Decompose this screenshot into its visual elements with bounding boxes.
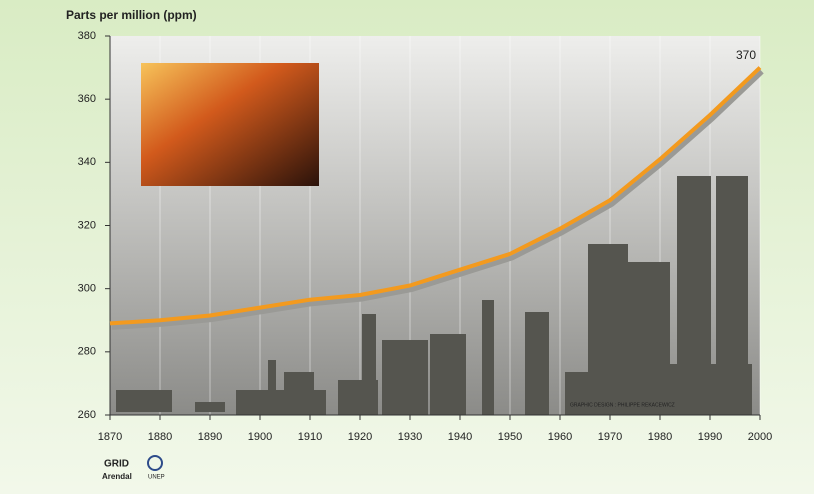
x-tick-label: 1890: [198, 431, 222, 443]
x-tick-label: 1940: [448, 431, 472, 443]
y-tick-label: 340: [78, 156, 96, 168]
data-line: [109, 66, 762, 326]
x-tick-label: 1910: [298, 431, 322, 443]
logo-arendal: Arendal: [102, 472, 132, 481]
y-tick-label: 300: [78, 283, 96, 295]
y-tick-label: 280: [78, 346, 96, 358]
fire-photo: [141, 63, 319, 186]
x-tick-label: 1970: [598, 431, 622, 443]
x-tick-label: 1920: [348, 431, 372, 443]
data-layer: 1870 1880 1890 1900 1910 1920 1930 1940 1950 1960…: [78, 30, 773, 443]
x-tick-label: 2000: [748, 431, 772, 443]
x-tick-label: 1880: [148, 431, 172, 443]
x-tick-label: 1870: [98, 431, 122, 443]
logo-grid: GRID: [104, 459, 129, 470]
x-tick-label: 1990: [698, 431, 722, 443]
y-tick-label: 360: [78, 93, 96, 105]
industrial-silhouette: [116, 176, 752, 415]
y-tick-label: 260: [78, 409, 96, 421]
y-tick-label: 380: [78, 30, 96, 42]
credit: GRAPHIC DESIGN : PHILIPPE REKACEWICZ: [570, 402, 675, 408]
x-tick-label: 1950: [498, 431, 522, 443]
line-shadow: [111, 69, 764, 330]
x-tick-label: 1960: [548, 431, 572, 443]
x-tick-label: 1980: [648, 431, 672, 443]
y-tick-label: 320: [78, 219, 96, 231]
x-tick-label: 1930: [398, 431, 422, 443]
unep-emblem: [147, 455, 163, 471]
y-axis-label: Parts per million (ppm): [66, 8, 197, 22]
x-tick-label: 1900: [248, 431, 272, 443]
value-label: 370: [736, 48, 756, 62]
logo-unep: UNEP: [148, 475, 165, 481]
